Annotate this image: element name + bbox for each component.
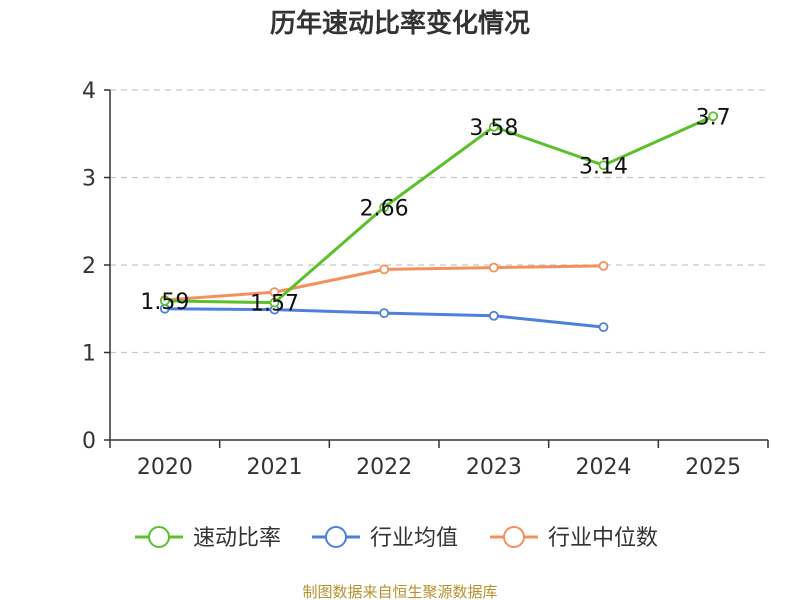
- data-label: 2.66: [360, 196, 409, 221]
- chart-title: 历年速动比率变化情况: [270, 8, 530, 39]
- x-tick-label: 2020: [137, 455, 193, 480]
- x-tick-label: 2023: [466, 455, 522, 480]
- legend-swatch-marker: [503, 526, 525, 548]
- data-label: 3.14: [579, 154, 628, 179]
- data-labels: 1.59 1.57 2.66 3.58 3.14 3.7: [140, 105, 730, 316]
- series-point: [598, 322, 609, 333]
- x-tick-label: 2022: [356, 455, 412, 480]
- series-point: [488, 262, 499, 273]
- x-tick-label: 2021: [247, 455, 303, 480]
- data-label: 1.57: [250, 292, 299, 317]
- series-point: [708, 111, 719, 122]
- series-point: [269, 287, 280, 298]
- y-tick-label: 2: [82, 254, 96, 279]
- data-label: 3.7: [696, 105, 731, 130]
- series-point: [379, 264, 390, 275]
- legend-label: 行业中位数: [548, 526, 658, 551]
- y-tick-label: 4: [82, 79, 96, 104]
- legend-swatch-marker: [148, 526, 170, 548]
- series-point: [488, 310, 499, 321]
- series-point: [379, 202, 390, 213]
- series-point: [379, 308, 390, 319]
- y-tick-label: 0: [82, 429, 96, 454]
- series-point: [598, 160, 609, 171]
- x-tick-label: 2024: [576, 455, 632, 480]
- series-point: [269, 297, 280, 308]
- legend-swatch-marker: [325, 526, 347, 548]
- x-tick-label: 2025: [685, 455, 741, 480]
- series-point: [488, 121, 499, 132]
- series-group: [159, 111, 719, 333]
- series-point: [598, 260, 609, 271]
- data-label: 3.58: [469, 116, 518, 141]
- data-label: 1.59: [140, 290, 189, 315]
- y-tick-label: 1: [82, 342, 96, 367]
- legend-label: 行业均值: [370, 526, 458, 551]
- legend: 速动比率 行业均值 行业中位数: [135, 526, 658, 551]
- axes: 0 1 2 3 4 2020 2021 2022 2023 2024 2025: [82, 79, 769, 480]
- y-tick-label: 3: [82, 167, 96, 192]
- series-point: [159, 295, 170, 306]
- source-note: 制图数据来自恒生聚源数据库: [302, 583, 497, 600]
- series-line: [164, 114, 714, 305]
- legend-label: 速动比率: [193, 526, 281, 551]
